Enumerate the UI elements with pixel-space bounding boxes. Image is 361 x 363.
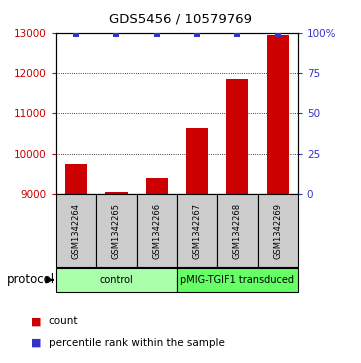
Bar [65,164,87,194]
Bar [136,194,177,267]
Text: control: control [100,275,133,285]
Bar [217,194,257,267]
Text: GSM1342268: GSM1342268 [233,203,242,258]
Text: GSM1342264: GSM1342264 [71,203,81,258]
Bar [177,268,298,292]
Text: protocol: protocol [7,273,55,286]
Bar [56,194,96,267]
Text: GSM1342266: GSM1342266 [152,203,161,258]
Text: GDS5456 / 10579769: GDS5456 / 10579769 [109,13,252,26]
Text: GSM1342265: GSM1342265 [112,203,121,258]
Text: pMIG-TGIF1 transduced: pMIG-TGIF1 transduced [180,275,294,285]
Bar [257,194,298,267]
Text: GSM1342267: GSM1342267 [192,203,201,258]
Bar [186,127,208,194]
Text: ■: ■ [31,316,42,326]
Bar [96,194,136,267]
Text: ■: ■ [31,338,42,348]
Bar [105,192,127,194]
Bar [226,79,248,194]
Bar [145,178,168,194]
Bar [266,35,289,194]
Text: count: count [49,316,78,326]
Bar [56,268,177,292]
Text: percentile rank within the sample: percentile rank within the sample [49,338,225,348]
Bar [177,194,217,267]
Text: GSM1342269: GSM1342269 [273,203,282,258]
